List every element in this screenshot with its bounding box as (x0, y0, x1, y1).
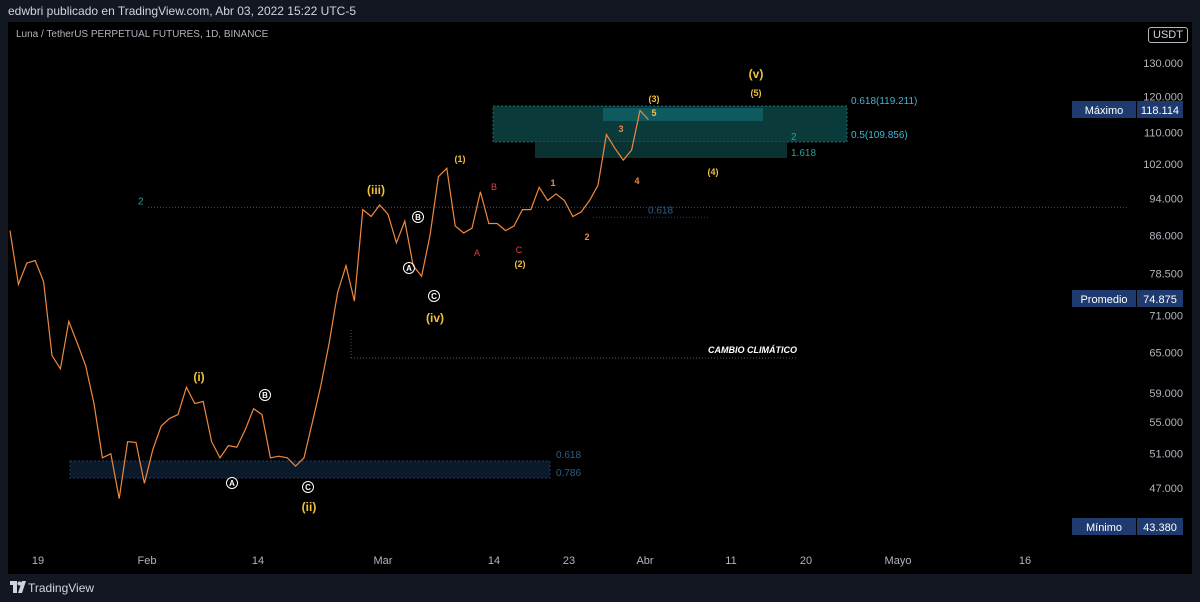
x-tick-label: Feb (138, 555, 157, 567)
stat-value-box (1137, 290, 1183, 307)
wave-label: (2) (515, 259, 526, 269)
fib-label-low-upper: 0.618 (556, 450, 581, 461)
wave-label: (i) (193, 370, 204, 384)
fib-label-extension: 1.618 (791, 148, 816, 159)
chart-area[interactable]: 0.618(119.211) 0.5(109.856) 1.618 2 0.618 0.7… (8, 22, 1192, 574)
circled-label-ring (403, 262, 415, 274)
y-tick-label: 55.000 (1149, 417, 1183, 429)
x-tick-label: Abr (636, 555, 653, 567)
stat-label: Máximo (1085, 105, 1124, 117)
x-tick-label: 11 (725, 555, 736, 567)
y-tick-label: 51.000 (1149, 449, 1183, 461)
y-tick-label: 65.000 (1149, 347, 1183, 359)
fib-label-count: 2 (791, 132, 797, 143)
y-axis: 130.000 120.000 110.000 102.000 94.000 86.000… (1143, 58, 1183, 495)
brand-name: TradingView (28, 581, 95, 595)
stat-value: 74.875 (1143, 294, 1177, 306)
fib-label-lower: 0.5(109.856) (851, 130, 908, 141)
wave-label: (iv) (426, 311, 444, 325)
y-tick-label: 86.000 (1149, 230, 1183, 242)
stat-label-box (1072, 518, 1136, 535)
stat-label: Mínimo (1086, 522, 1122, 534)
circled-label: B (262, 391, 268, 400)
circled-label-ring (259, 389, 271, 401)
circled-label-ring (302, 481, 314, 493)
stat-label-box (1072, 290, 1136, 307)
wave-label: (ii) (302, 500, 317, 514)
y-tick-label: 71.000 (1149, 311, 1183, 323)
level-label-2: 2 (138, 196, 144, 207)
x-tick-label: 23 (563, 555, 575, 567)
y-tick-label: 94.000 (1149, 193, 1183, 205)
y-tick-label: 47.000 (1149, 483, 1183, 495)
x-tick-label: Mar (374, 555, 393, 567)
level-label-618: 0.618 (648, 205, 673, 216)
stat-value: 43.380 (1143, 522, 1177, 534)
wave-label: (5) (751, 88, 762, 98)
wave-label: (4) (708, 167, 719, 177)
top-bar: edwbri publicado en TradingView.com, Abr… (0, 0, 1200, 22)
x-tick-label: 14 (488, 555, 500, 567)
fib-zones: 0.618(119.211) 0.5(109.856) 1.618 2 0.618 0.7… (69, 96, 917, 479)
fib-zone-core (603, 108, 763, 121)
wave-label: (3) (649, 94, 660, 104)
stat-value: 118.114 (1141, 105, 1179, 117)
y-tick-label: 78.500 (1149, 269, 1183, 281)
x-tick-label: 20 (800, 555, 812, 567)
y-tick-label: 130.000 (1143, 58, 1183, 70)
stat-value-box (1137, 101, 1183, 118)
wave-label: (iii) (367, 183, 385, 197)
x-tick-label: 14 (252, 555, 264, 567)
wave-label: (v) (749, 67, 764, 81)
wave-label: 3 (618, 124, 623, 134)
price-line (9, 109, 649, 499)
publisher-text: edwbri publicado en TradingView.com, Abr… (8, 4, 356, 18)
x-axis: 19 Feb 14 Mar 14 23 Abr 11 20 Mayo 16 (32, 555, 1031, 567)
level-lines: 2 0.618 CAMBIO CLIMÁTICO (138, 196, 1128, 359)
y-tick-label: 59.000 (1149, 388, 1183, 400)
wave-label: C (516, 245, 523, 255)
circled-label: C (431, 292, 437, 301)
wave-label: 2 (584, 232, 589, 242)
wave-label: A (474, 248, 480, 258)
circled-label: C (305, 483, 311, 492)
stat-label: Promedio (1080, 294, 1127, 306)
x-tick-label: 16 (1019, 555, 1031, 567)
currency-selector[interactable]: USDT (1148, 27, 1188, 43)
wave-label: 4 (634, 176, 639, 186)
stat-badges: Máximo 118.114 Promedio 74.875 Mínimo 43.380 (1072, 101, 1183, 535)
y-tick-label: 120.000 (1143, 91, 1183, 103)
wave-label: (1) (455, 154, 466, 164)
symbol-title: Luna / TetherUS PERPETUAL FUTURES, 1D, B… (16, 29, 269, 40)
stat-value-box (1137, 518, 1183, 535)
fib-zone-extension (535, 142, 787, 158)
price-chart[interactable]: 0.618(119.211) 0.5(109.856) 1.618 2 0.618 0.7… (8, 22, 1192, 574)
wave-label: 5 (651, 108, 656, 118)
fib-label-low-lower: 0.786 (556, 468, 581, 479)
wave-label: B (491, 182, 497, 192)
circled-label-ring (428, 290, 440, 302)
circled-label-ring (226, 477, 238, 489)
fib-label-upper: 0.618(119.211) (851, 96, 917, 107)
wave-label: 1 (550, 178, 555, 188)
circled-label: B (415, 213, 421, 222)
climate-note: CAMBIO CLIMÁTICO (708, 345, 797, 355)
price-series (9, 109, 649, 499)
circled-label-ring (412, 211, 424, 223)
fib-zone-low (69, 460, 551, 479)
circled-label: A (406, 264, 412, 273)
y-tick-label: 110.000 (1144, 128, 1183, 140)
circled-label: A (229, 479, 235, 488)
footer: TradingView (0, 574, 1200, 602)
y-tick-label: 102.000 (1143, 159, 1183, 171)
tradingview-logo-icon (10, 581, 26, 593)
x-tick-label: Mayo (885, 555, 912, 567)
stat-label-box (1072, 101, 1136, 118)
x-tick-label: 19 (32, 555, 44, 567)
wave-annotations: (v) (5) (3) 5 3 4 (4) (1) B 1 A C (2) 2 (iii) (iv) (i) (i… (193, 67, 763, 514)
